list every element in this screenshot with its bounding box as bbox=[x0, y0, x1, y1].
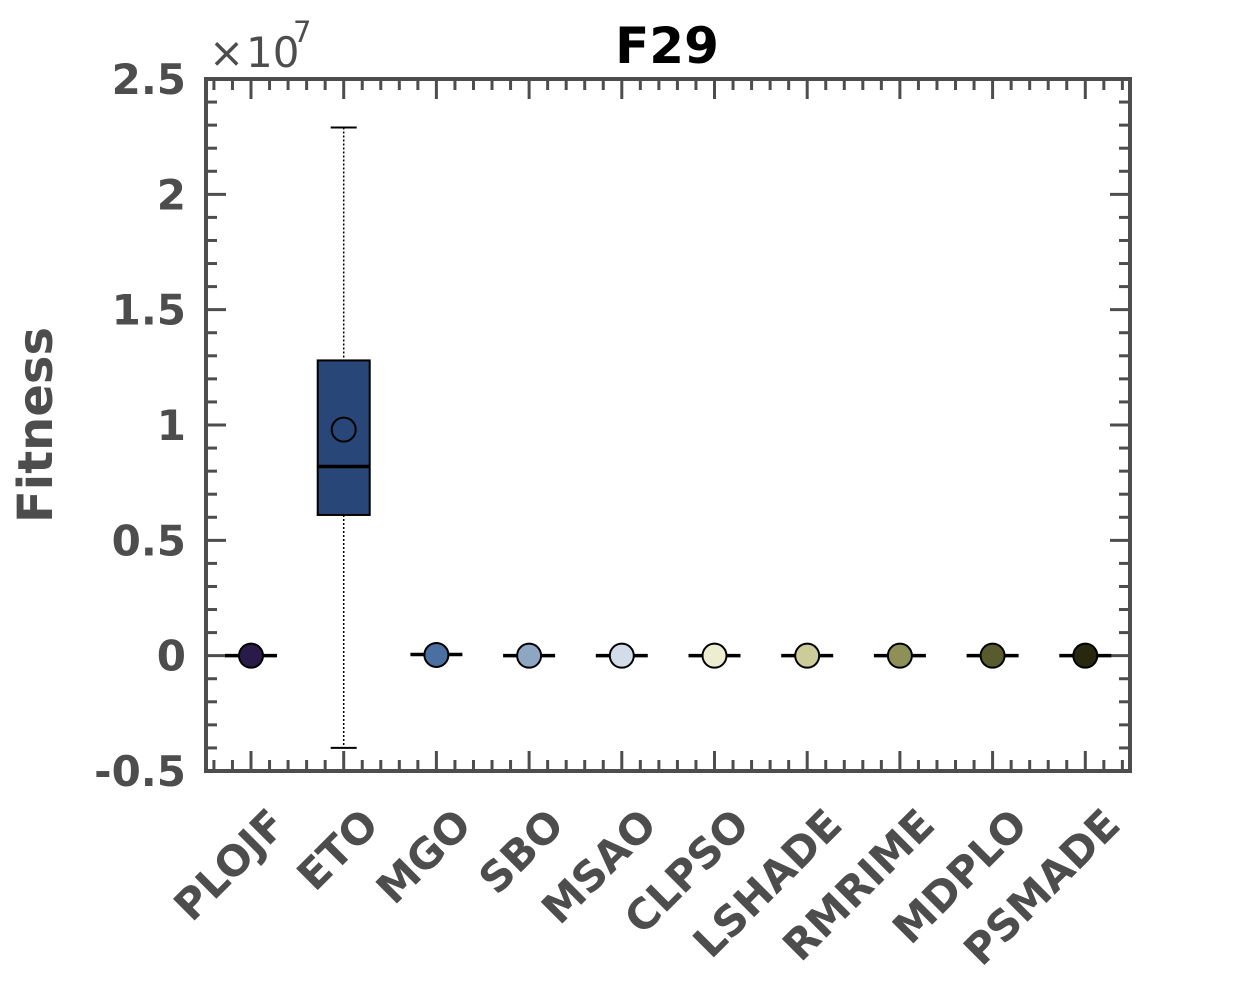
x-tick-labels: PLOJFETOMGOSBOMSAOCLPSOLSHADERMRIMEMDPLO… bbox=[164, 799, 1129, 974]
y-tick-label: 0.5 bbox=[112, 516, 186, 565]
y-tick-label: 2.5 bbox=[112, 55, 186, 104]
y-axis-label: Fitness bbox=[8, 327, 64, 523]
mean-marker bbox=[608, 642, 635, 669]
box-rmrime bbox=[873, 642, 926, 669]
mean-marker bbox=[238, 642, 264, 669]
y-tick-label: 1 bbox=[157, 401, 186, 450]
y-multiplier-power: 7 bbox=[293, 15, 311, 49]
mean-marker bbox=[886, 642, 913, 669]
box-mgo bbox=[410, 641, 463, 668]
y-tick-label: 0 bbox=[157, 632, 186, 681]
y-multiplier-times: × bbox=[209, 28, 244, 77]
mean-marker bbox=[516, 642, 543, 669]
plot-frame bbox=[204, 77, 1132, 773]
mean-marker bbox=[1072, 642, 1099, 669]
mean-marker bbox=[330, 416, 357, 443]
box-series bbox=[225, 126, 1112, 749]
box-plojf bbox=[225, 642, 277, 669]
y-multiplier-base: 10 bbox=[246, 28, 299, 77]
box-mdplo bbox=[966, 642, 1019, 669]
chart-title: F29 bbox=[615, 17, 719, 75]
mean-marker bbox=[979, 642, 1006, 669]
mean-marker bbox=[794, 642, 821, 669]
y-tick-label: 1.5 bbox=[112, 286, 186, 335]
box-psmade bbox=[1059, 642, 1112, 669]
y-tick-label: 2 bbox=[157, 170, 186, 219]
box-clpso bbox=[688, 642, 741, 669]
mean-marker bbox=[423, 641, 450, 668]
y-tick-label: -0.5 bbox=[94, 747, 186, 796]
box-lshade bbox=[781, 642, 834, 669]
box-msao bbox=[595, 642, 648, 669]
box-sbo bbox=[503, 642, 556, 669]
y-tick-labels: -0.5 0 0.5 1 1.5 2 2.5 bbox=[94, 55, 186, 796]
mean-marker bbox=[701, 642, 728, 669]
y-axis-multiplier: × 10 7 bbox=[209, 15, 311, 77]
box-eto bbox=[316, 126, 371, 749]
x-tick-label: PLOJF bbox=[164, 799, 295, 930]
x-tick-label: MGO bbox=[367, 799, 481, 913]
